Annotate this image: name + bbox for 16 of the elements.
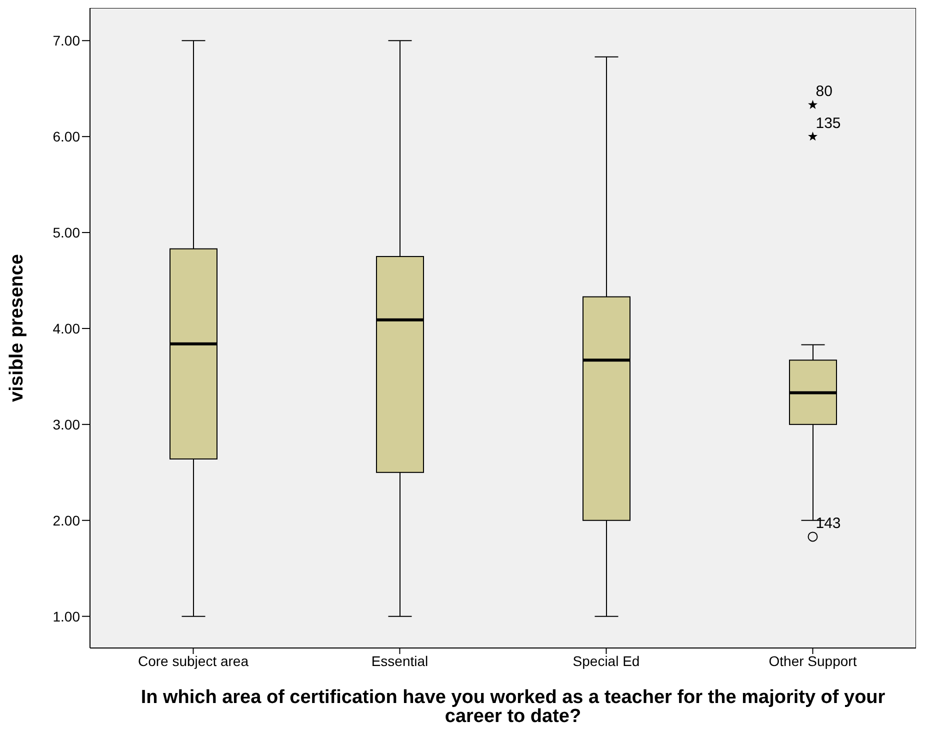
y-tick-label: 2.00 xyxy=(52,512,80,528)
y-tick-label: 1.00 xyxy=(52,608,80,624)
x-tick-label: Other Support xyxy=(768,652,857,669)
annotation: 143 xyxy=(816,515,841,532)
y-tick-label: 5.00 xyxy=(52,224,80,240)
y-tick-label: 4.00 xyxy=(52,320,80,336)
x-tick-label: Essential xyxy=(371,652,428,669)
x-axis-title: In which area of certification have you worked as a teacher for the majority of your career to date? xyxy=(140,687,886,727)
y-tick-label: 7.00 xyxy=(52,32,80,49)
annotation: 80 xyxy=(816,83,832,100)
annotation: 135 xyxy=(816,114,841,132)
x-tick-label: Core subject area xyxy=(138,652,249,669)
x-tick-label: Special Ed xyxy=(572,652,640,669)
y-axis-title: visible presence xyxy=(6,254,28,402)
y-tick-label: 6.00 xyxy=(52,128,80,145)
y-tick-label: 3.00 xyxy=(52,416,80,432)
